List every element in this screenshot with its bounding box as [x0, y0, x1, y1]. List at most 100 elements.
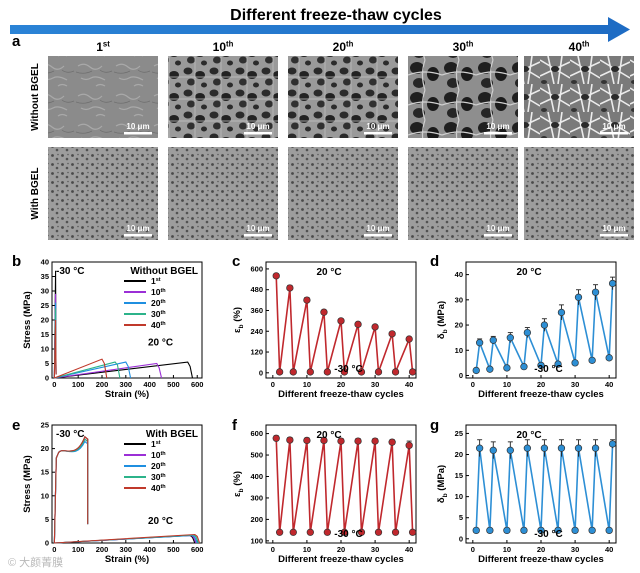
chart-b-frame	[51, 261, 203, 379]
sem-image-r1-c5	[524, 56, 634, 138]
chart-g-point-8	[537, 526, 545, 535]
chart-f-point-2	[286, 436, 294, 444]
chart-c-xlabel: Different freeze-thaw cycles	[278, 389, 404, 400]
sem-scale-label-r2-c5: 10 μm	[602, 224, 625, 233]
sem-image-r2-c5	[524, 147, 634, 240]
chart-c-point-9	[340, 368, 349, 376]
chart-c-point-14	[388, 330, 396, 338]
chart-b-legend-label-0: 1st	[151, 276, 161, 286]
chart-g-point-0	[472, 526, 480, 535]
chart-f-ylabel-part-0: ε	[232, 492, 243, 497]
chart-c-ytick-label-2: 240	[250, 327, 263, 336]
banner-title: Different freeze-thaw cycles	[230, 7, 442, 24]
chart-e-cold-curve-1st	[53, 435, 89, 544]
sem-scale-label-r1-c2: 10 μm	[246, 122, 269, 131]
chart-c-xtick-label-1: 10	[303, 380, 311, 389]
chart-g-point-5	[506, 446, 514, 454]
chart-g-point-11	[557, 444, 566, 452]
chart-f-point-3	[289, 528, 297, 536]
chart-e-xtick-label-0: 0	[52, 545, 56, 554]
sem-image-r1-c2	[168, 56, 278, 138]
chart-c-point-7	[323, 368, 332, 376]
chart-f-ytick-label-2: 300	[250, 493, 263, 502]
chart-f-ytick-label-5: 600	[250, 429, 263, 438]
sem-column-header-1: 1st	[96, 39, 110, 54]
chart-e-ytick-label-4: 20	[41, 444, 49, 453]
chart-d-point-3	[489, 336, 497, 344]
chart-d-point-4	[503, 364, 511, 372]
chart-g-point-6	[520, 526, 528, 535]
chart-b-warm-curve-30th	[54, 361, 121, 379]
chart-b-ytick-label-4: 20	[41, 316, 49, 325]
chart-e-legend-label-0: 1st	[151, 439, 161, 449]
chart-c-annotation-cold: -30 °C	[334, 364, 362, 375]
chart-g-ylabel-part-2: (MPa)	[436, 465, 447, 494]
chart-c-point-0	[272, 272, 280, 280]
chart-b-legend-label-1-superscript: th	[160, 288, 166, 294]
sem-column-header-5: 40th	[569, 39, 590, 54]
chart-c-ylabel-part-1: b	[238, 324, 245, 328]
chart-g-point-17	[608, 440, 617, 448]
chart-c-point-2	[286, 284, 294, 292]
chart-f-point-7	[323, 528, 332, 536]
chart-f-point-14	[388, 438, 396, 446]
freeze-thaw-banner: Different freeze-thaw cycles	[10, 7, 630, 42]
chart-d-point-13	[574, 293, 583, 301]
chart-g-point-7	[523, 444, 532, 452]
chart-g-ytick-label-3: 15	[455, 471, 463, 480]
chart-d-xtick-label-1: 10	[503, 380, 511, 389]
chart-e-ytick-label-5: 25	[41, 421, 49, 430]
chart-g-xtick-label-0: 0	[471, 545, 475, 554]
chart-e-legend-label-3-superscript: th	[160, 473, 166, 479]
chart-e-legend-label-4-superscript: th	[160, 484, 166, 490]
chart-d-point-15	[591, 288, 600, 296]
chart-d-point-6	[520, 363, 528, 371]
chart-f-point-17	[408, 528, 417, 536]
sem-row-label-2: With BGEL	[30, 167, 41, 219]
chart-b-ytick-label-5: 25	[41, 301, 49, 310]
chart-d-point-0	[472, 366, 480, 375]
chart-b-legend-label-0-number: 1	[151, 276, 156, 286]
chart-e-cold-curve-10th	[53, 438, 89, 544]
chart-e-legend-label-1: 10th	[151, 450, 166, 460]
sem-scale-bar-r2-c3	[364, 234, 392, 237]
chart-g-xtick-label-3: 30	[571, 545, 579, 554]
chart-e-xtick-label-1: 100	[72, 545, 85, 554]
chart-d-xtick-label-2: 20	[537, 380, 545, 389]
chart-e-cold-curve-20th	[53, 440, 89, 544]
chart-e-ytick-label-0: 0	[45, 539, 49, 548]
chart-e-legend-label-2-superscript: th	[160, 462, 166, 468]
sem-column-header-1-superscript: st	[103, 39, 110, 48]
chart-d-ytick-label-2: 20	[455, 321, 463, 330]
chart-c-ylabel-part-2: (%)	[232, 307, 243, 324]
chart-f-point-16	[405, 441, 413, 450]
chart-e-annotation-cold: -30 °C	[56, 429, 84, 440]
sem-column-header-4-superscript: th	[466, 39, 474, 48]
chart-c-point-6	[320, 308, 328, 316]
chart-b-legend-label-3-superscript: th	[160, 310, 166, 316]
chart-f-point-11	[357, 528, 366, 536]
chart-e-legend-label-4-number: 40	[151, 483, 161, 493]
chart-b-xtick-label-5: 500	[167, 380, 180, 389]
chart-f-xtick-label-3: 30	[371, 545, 379, 554]
chart-b-legend-label-4-superscript: th	[160, 321, 166, 327]
chart-b-xtick-label-3: 300	[120, 380, 133, 389]
chart-f-ytick-label-0: 100	[250, 536, 263, 545]
chart-g-ytick-label-2: 10	[455, 492, 463, 501]
sem-column-header-3-superscript: th	[346, 39, 354, 48]
chart-f-point-13	[374, 528, 383, 536]
chart-f-ylabel-part-2: (%)	[232, 471, 243, 488]
chart-f-xtick-label-1: 10	[303, 545, 311, 554]
chart-b-xtick-label-2: 200	[96, 380, 109, 389]
chart-e-with-bgel-stress-strain: 0 100 200 300 400 500 600 0 5 10 15 20 25 Strain (%) S…	[22, 421, 203, 566]
chart-e-frame	[51, 424, 203, 544]
chart-d-point-10	[554, 360, 562, 368]
chart-f-annotation-warm: 20 °C	[316, 430, 341, 441]
chart-g-point-4	[503, 526, 511, 535]
chart-e-legend-label-0-number: 1	[151, 439, 156, 449]
sem-image-r2-c2	[168, 147, 278, 240]
chart-f-point-15	[391, 528, 400, 536]
sem-scale-label-r2-c1: 10 μm	[126, 224, 149, 233]
sem-column-header-4: 30th	[453, 39, 474, 54]
